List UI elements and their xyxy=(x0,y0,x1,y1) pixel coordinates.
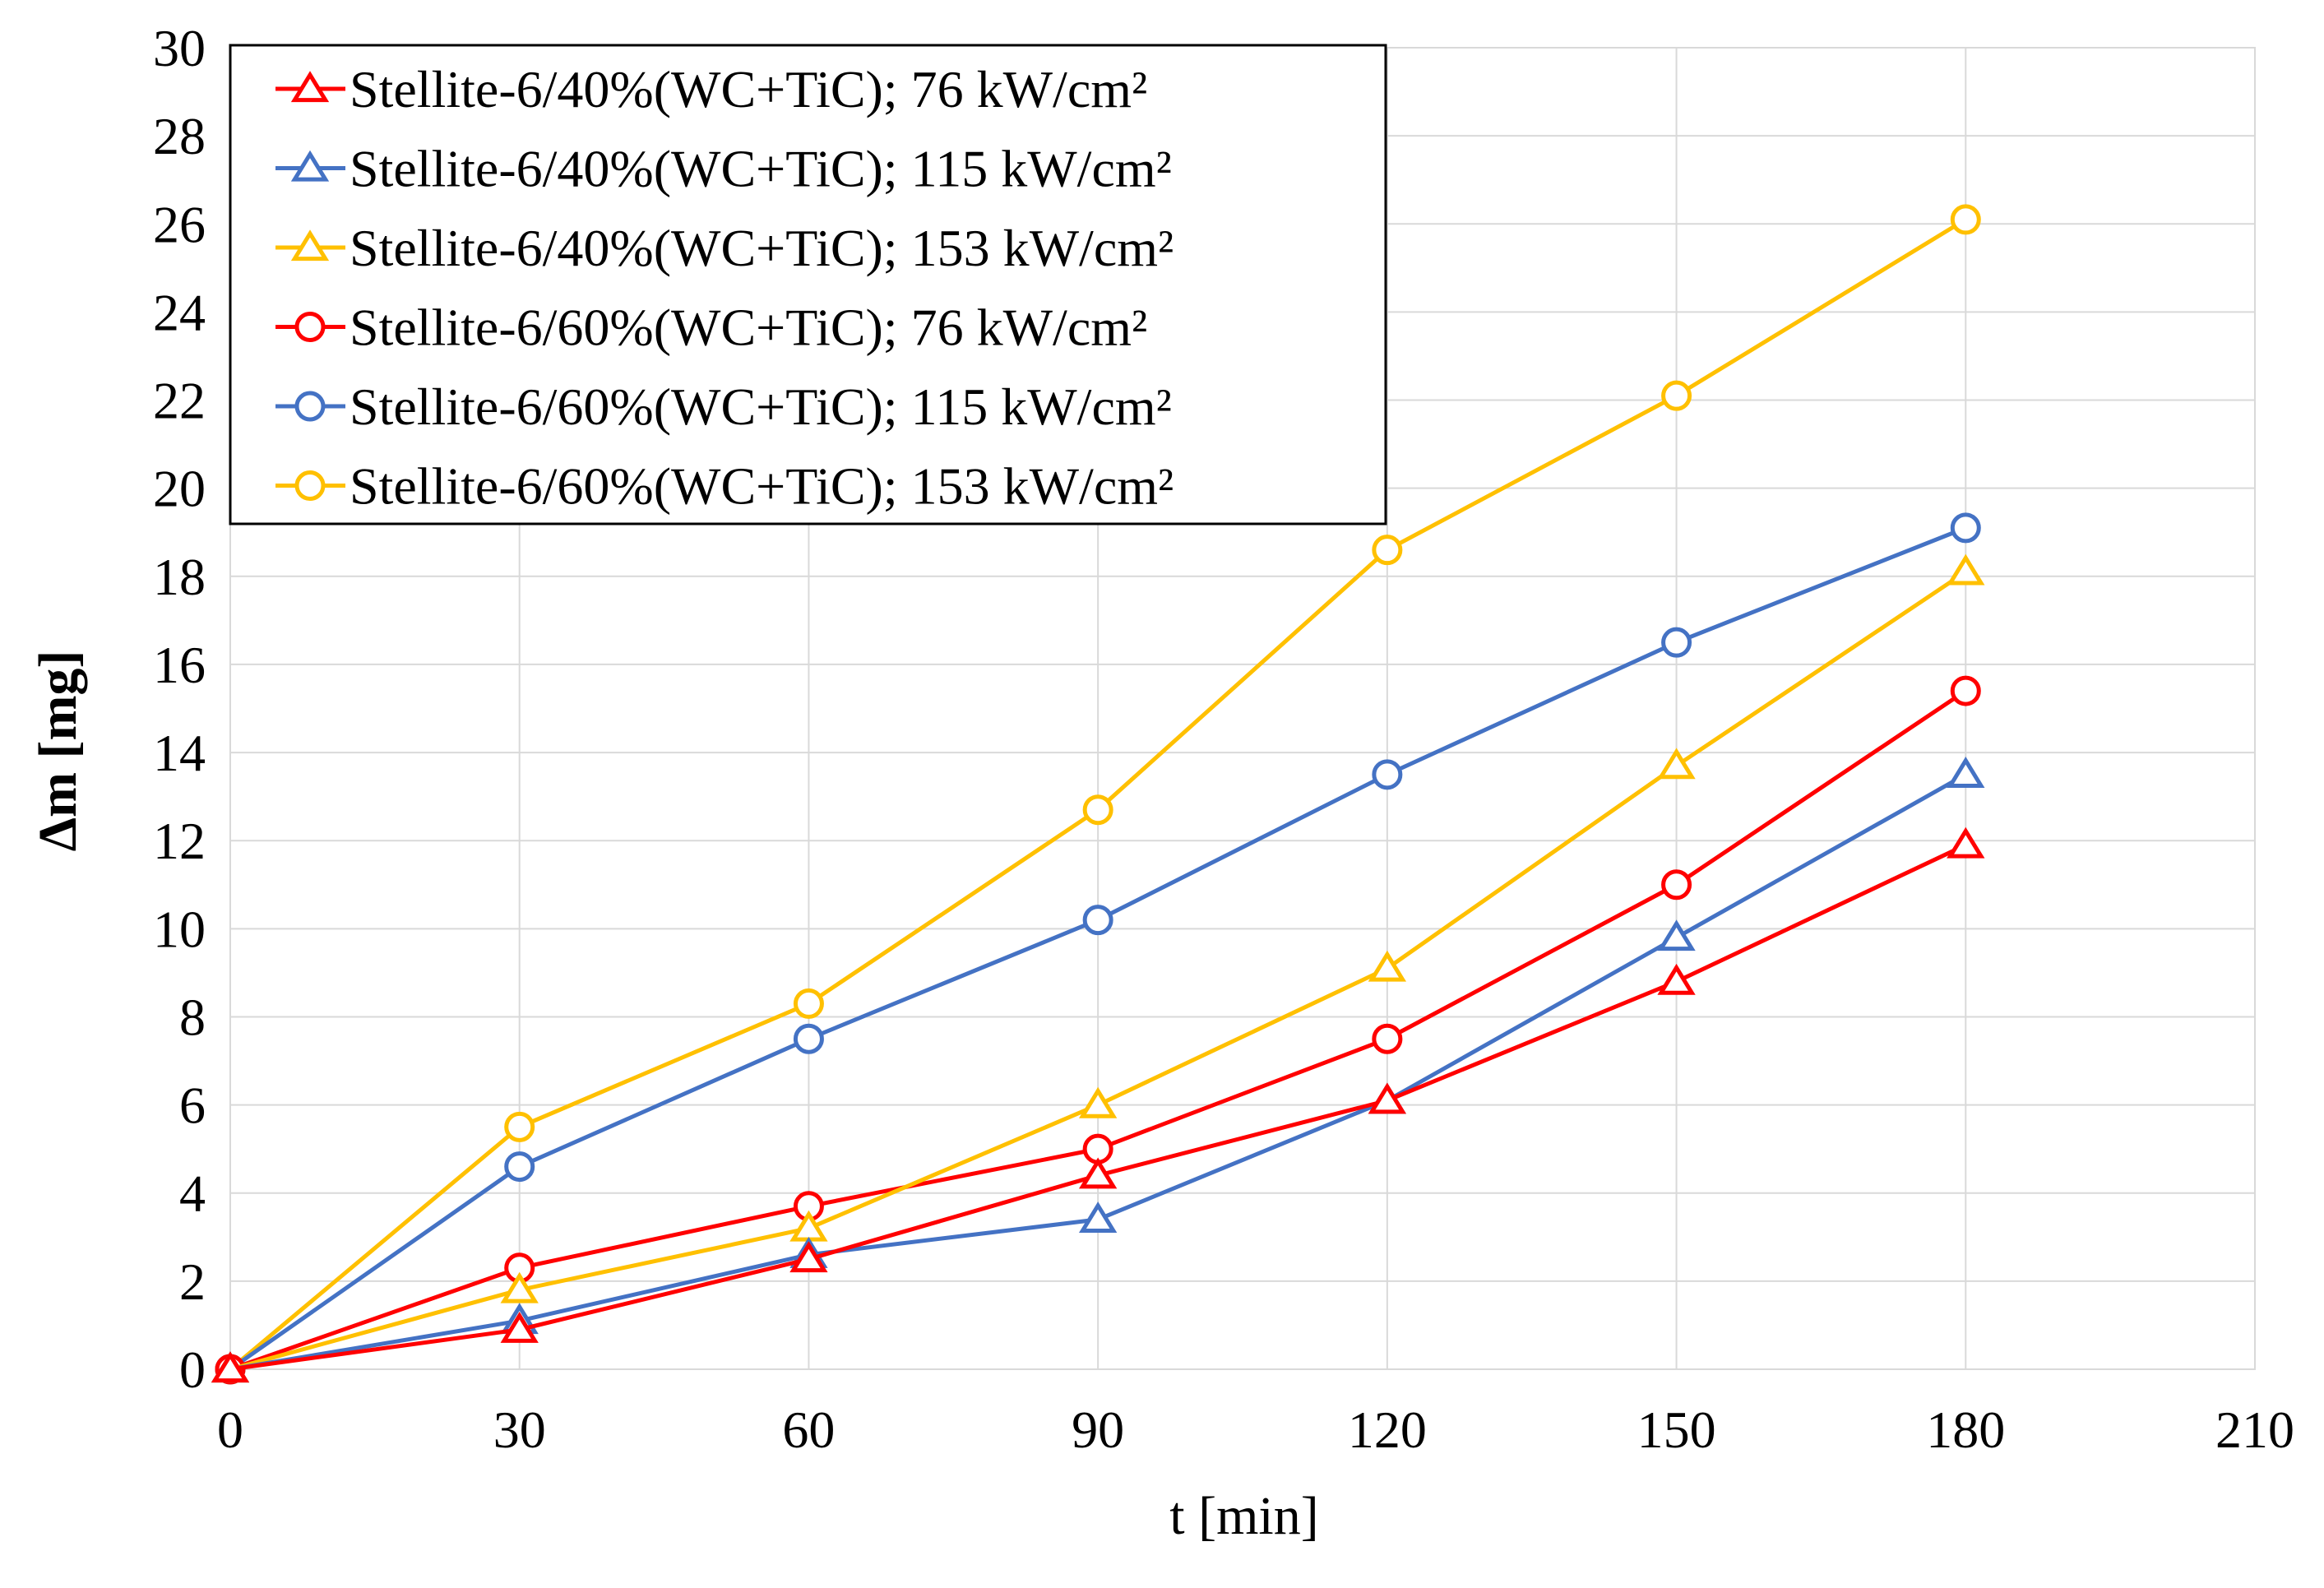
data-point xyxy=(211,1351,250,1383)
legend-label: Stellite-6/40%(WC+TiC); 76 kW/cm² xyxy=(350,60,1147,118)
x-tick-label: 210 xyxy=(2215,1400,2294,1459)
series-4 xyxy=(215,675,1981,1385)
data-point xyxy=(1368,1082,1407,1114)
data-point xyxy=(1947,826,1985,859)
data-point xyxy=(1661,627,1692,658)
x-axis-ticks: 0 30 60 90 120 150 180 210 xyxy=(217,1400,2294,1459)
data-point xyxy=(1950,675,1981,706)
data-point xyxy=(1661,380,1692,411)
triangle-marker-icon xyxy=(290,150,330,182)
y-tick-label: 14 xyxy=(153,724,206,782)
legend: Stellite-6/40%(WC+TiC); 76 kW/cm² Stellit… xyxy=(229,44,1387,525)
series-layer xyxy=(211,204,1985,1385)
y-tick-label: 8 xyxy=(179,988,206,1046)
series-6 xyxy=(215,204,1981,1385)
triangle-marker-icon xyxy=(290,229,330,262)
legend-entry: Stellite-6/60%(WC+TiC); 76 kW/cm² xyxy=(275,299,1147,357)
data-point xyxy=(504,1151,535,1183)
legend-entry: Stellite-6/40%(WC+TiC); 153 kW/cm² xyxy=(275,219,1174,277)
x-axis-title: t [min] xyxy=(1169,1486,1318,1546)
y-tick-label: 18 xyxy=(153,548,206,606)
y-tick-label: 12 xyxy=(153,812,206,870)
series-3 xyxy=(211,553,1985,1383)
data-point xyxy=(1657,919,1696,951)
legend-label: Stellite-6/40%(WC+TiC); 153 kW/cm² xyxy=(350,219,1174,277)
x-tick-label: 0 xyxy=(217,1400,243,1459)
data-point xyxy=(1368,950,1407,982)
y-tick-label: 2 xyxy=(179,1252,206,1311)
legend-label: Stellite-6/60%(WC+TiC); 115 kW/cm² xyxy=(350,377,1172,436)
legend-label: Stellite-6/60%(WC+TiC); 76 kW/cm² xyxy=(350,299,1147,357)
legend-entry: Stellite-6/40%(WC+TiC); 115 kW/cm² xyxy=(275,140,1172,198)
y-tick-label: 16 xyxy=(153,636,206,694)
triangle-marker-icon xyxy=(290,71,330,103)
y-tick-label: 6 xyxy=(179,1076,206,1135)
data-point xyxy=(1657,748,1696,780)
y-tick-label: 10 xyxy=(153,900,206,958)
x-tick-label: 60 xyxy=(782,1400,835,1459)
y-tick-label: 0 xyxy=(179,1340,206,1399)
data-point xyxy=(504,1111,535,1142)
data-point xyxy=(500,1271,539,1303)
data-point xyxy=(1661,869,1692,900)
data-point xyxy=(1950,204,1981,235)
y-axis-title: Δm [mg] xyxy=(28,650,88,852)
y-tick-label: 28 xyxy=(153,107,206,165)
data-point xyxy=(1082,794,1113,826)
data-point xyxy=(1657,963,1696,995)
x-tick-label: 90 xyxy=(1072,1400,1124,1459)
legend-label: Stellite-6/40%(WC+TiC); 115 kW/cm² xyxy=(350,140,1172,198)
circle-marker-icon xyxy=(294,312,326,342)
data-point xyxy=(500,1311,539,1343)
data-point xyxy=(1078,1157,1118,1189)
data-point xyxy=(793,1023,824,1054)
data-point xyxy=(1372,759,1403,790)
circle-marker-icon xyxy=(294,470,326,501)
x-tick-label: 180 xyxy=(1926,1400,2005,1459)
legend-entry: Stellite-6/60%(WC+TiC); 153 kW/cm² xyxy=(275,457,1174,516)
data-point xyxy=(1950,512,1981,544)
y-tick-label: 30 xyxy=(153,19,206,77)
data-point xyxy=(793,988,824,1019)
data-point xyxy=(789,1210,828,1242)
series-1 xyxy=(211,826,1985,1383)
x-tick-label: 150 xyxy=(1637,1400,1716,1459)
data-point xyxy=(1947,757,1985,788)
x-tick-label: 30 xyxy=(493,1400,546,1459)
data-point xyxy=(1947,553,1985,586)
data-point xyxy=(1082,905,1113,936)
y-tick-label: 24 xyxy=(153,283,206,341)
data-point xyxy=(1372,535,1403,566)
legend-entry: Stellite-6/40%(WC+TiC); 76 kW/cm² xyxy=(275,60,1147,118)
data-point xyxy=(1372,1023,1403,1054)
data-point xyxy=(789,1241,828,1273)
y-tick-label: 22 xyxy=(153,372,206,430)
legend-entry: Stellite-6/60%(WC+TiC); 115 kW/cm² xyxy=(275,377,1172,436)
x-tick-label: 120 xyxy=(1348,1400,1427,1459)
y-tick-label: 20 xyxy=(153,460,206,518)
y-tick-label: 26 xyxy=(153,195,206,253)
data-point xyxy=(1078,1201,1118,1233)
circle-marker-icon xyxy=(294,391,326,422)
y-tick-label: 4 xyxy=(179,1164,206,1223)
legend-label: Stellite-6/60%(WC+TiC); 153 kW/cm² xyxy=(350,457,1174,516)
legend-box xyxy=(229,44,1387,525)
data-point xyxy=(1078,1086,1118,1118)
